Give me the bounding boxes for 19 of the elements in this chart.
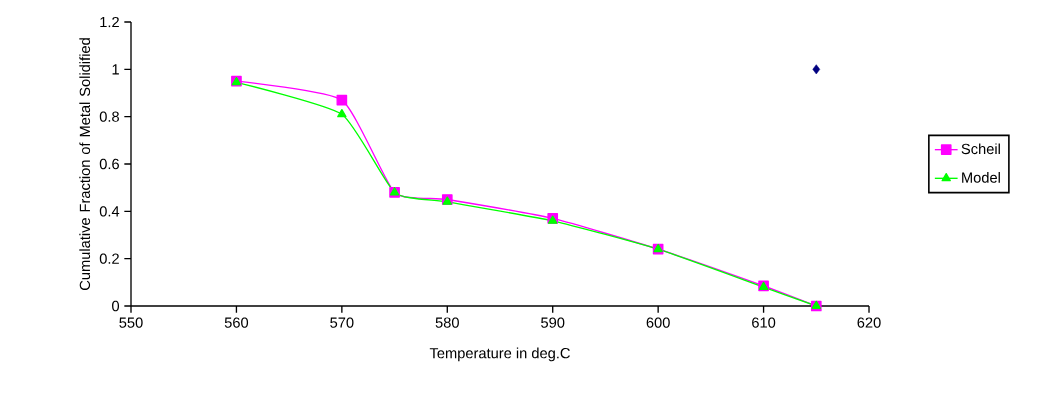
y-tick-label: 0.4 bbox=[99, 206, 120, 217]
legend-label: Scheil bbox=[961, 143, 1000, 155]
y-tick-label: 1 bbox=[112, 64, 119, 75]
y-tick-label: 0.6 bbox=[99, 158, 119, 170]
y-tick-label: 1.2 bbox=[100, 16, 119, 28]
x-tick-label: 570 bbox=[330, 317, 354, 328]
legend-label: Model bbox=[962, 172, 1000, 183]
x-tick-label: 600 bbox=[646, 317, 670, 328]
x-tick-label: 550 bbox=[119, 317, 143, 328]
x-axis-title: Temperature in deg.C bbox=[429, 347, 570, 362]
x-tick-label: 560 bbox=[224, 317, 249, 328]
y-axis-title: Cumulative Fraction of Metal Solidified bbox=[79, 38, 91, 290]
x-tick-label: 610 bbox=[752, 317, 776, 328]
x-tick-label: 580 bbox=[435, 317, 459, 328]
y-tick-label: 0 bbox=[112, 300, 120, 312]
y-tick-label: 0.2 bbox=[99, 253, 119, 264]
x-tick-label: 620 bbox=[857, 317, 881, 328]
x-tick-label: 590 bbox=[541, 317, 565, 328]
y-tick-label: 0.8 bbox=[99, 111, 119, 122]
